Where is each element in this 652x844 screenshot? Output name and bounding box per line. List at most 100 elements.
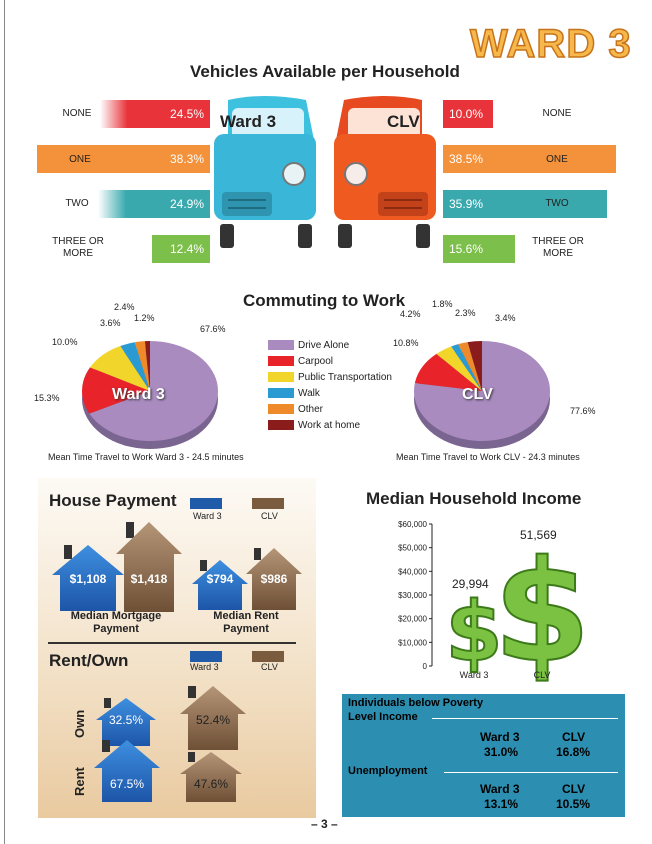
clv-rent-house-icon (246, 548, 302, 610)
clv-one-bar: 38.5% (443, 145, 616, 173)
ward3-transit-pct: 10.0% (52, 337, 78, 347)
ward3-mean-time: Mean Time Travel to Work Ward 3 - 24.5 m… (48, 452, 244, 462)
legend-swatch (268, 372, 294, 382)
pie-slice (134, 341, 150, 391)
ward3-one-value: 38.3% (169, 152, 204, 166)
vehicle-cat-one-left: ONE (69, 154, 91, 165)
clv-none-bar: 10.0% (443, 100, 493, 128)
ward3-rent-pct-value: 67.5% (109, 777, 145, 791)
unemployment-label: Unemployment (348, 765, 428, 777)
ward3-rent-house-icon (192, 560, 248, 610)
income-bar-dollar: $ (445, 585, 502, 680)
vehicle-cat-one-right: ONE (546, 154, 568, 165)
rent-caption: Median Rent Payment (213, 610, 279, 635)
ward3-one-bar: 38.3% (37, 145, 210, 173)
ward3-rent-value: $794 (206, 572, 234, 586)
house-payment-panel (38, 478, 316, 818)
vehicles-title: Vehicles Available per Household (190, 62, 460, 81)
clv-none-value: 10.0% (449, 107, 484, 121)
income-bar-dollar: $ (493, 531, 590, 682)
ward3-pie-label: Ward 3 (112, 386, 165, 403)
income-title: Median Household Income (366, 489, 582, 508)
clv-three-bar: 15.6% (443, 235, 515, 263)
y-tick-label: $10,000 (398, 638, 427, 647)
clv-car-icon (334, 96, 436, 248)
vehicle-cat-none-right: NONE (542, 108, 572, 119)
clv-income-value: 51,569 (520, 528, 557, 542)
pie-slice (467, 341, 482, 391)
legend-carpool: Carpool (268, 353, 392, 369)
key-ward3-label-2: Ward 3 (190, 662, 219, 672)
key-clv-label: CLV (261, 511, 278, 521)
clv-pie-label: CLV (462, 386, 493, 403)
key-clv-label-2: CLV (261, 662, 278, 672)
unemp-ward3-label: Ward 3 (480, 782, 520, 796)
clv-mean-time: Mean Time Travel to Work CLV - 24.3 minu… (396, 452, 580, 462)
unemp-ward3-value: 13.1% (484, 797, 519, 811)
poverty-ward3-label: Ward 3 (480, 730, 520, 744)
x-category-label: CLV (534, 670, 551, 680)
ward3-own-house-icon (96, 698, 156, 746)
ward3-two-value: 24.9% (169, 197, 204, 211)
y-tick-label: 0 (423, 662, 428, 671)
clv-own-value: 52.4% (195, 713, 231, 727)
ward3-carpool-pct: 15.3% (34, 393, 60, 403)
y-tick-label: $20,000 (398, 615, 427, 624)
ward3-mortgage-house-icon (52, 545, 124, 611)
legend-label: Walk (298, 387, 320, 399)
ward3-income-value: 29,994 (452, 577, 489, 591)
y-tick-label: $40,000 (398, 567, 427, 576)
legend-swatch (268, 356, 294, 366)
commuting-title: Commuting to Work (243, 291, 406, 310)
ward3-walk-pct: 3.6% (100, 318, 121, 328)
poverty-clv-label: CLV (562, 730, 586, 744)
clv-carpool-pct: 10.8% (393, 338, 419, 348)
ward3-car-icon (214, 96, 316, 248)
vehicle-cat-three-left: THREE OR MORE (52, 236, 104, 259)
clv-commute-pie (414, 341, 550, 449)
legend-swatch (268, 388, 294, 398)
pie-slice (82, 367, 150, 414)
income-chart: 0 $10,000 $20,000 $30,000 $40,000 $50,000 $60,… (398, 520, 592, 682)
unemp-clv-label: CLV (562, 782, 586, 796)
legend-label: Work at home (298, 419, 361, 431)
clv-two-value: 35.9% (449, 197, 484, 211)
legend-swatch (268, 420, 294, 430)
unemployment-rule (444, 772, 618, 773)
vehicle-cat-none-left: NONE (62, 108, 92, 119)
clv-car-label: CLV (387, 112, 420, 131)
clv-rent-pct-value: 47.6% (193, 777, 229, 791)
ward3-car-label: Ward 3 (220, 112, 277, 131)
ward3-rent-pct-house-icon (94, 740, 160, 802)
pie-slice (144, 341, 150, 391)
house-payment-title: House Payment (49, 491, 177, 510)
ward3-other-pct: 2.4% (114, 302, 135, 312)
ward-title: WARD 3 (469, 21, 632, 67)
x-category-label: Ward 3 (460, 670, 489, 680)
legend-other: Other (268, 401, 392, 417)
page-border (4, 0, 5, 844)
pie-slice (451, 344, 482, 391)
vehicle-cat-two-left: TWO (65, 198, 89, 209)
y-tick-label: $50,000 (398, 544, 427, 553)
ward3-home-pct: 1.2% (134, 313, 155, 323)
unemp-clv-value: 10.5% (556, 797, 591, 811)
ward3-three-value: 12.4% (169, 242, 204, 256)
poverty-ward3-value: 31.0% (484, 745, 519, 759)
clv-two-bar: 35.9% (443, 190, 607, 218)
poverty-heading-line1: Individuals below Poverty (348, 697, 484, 709)
pie-slice (120, 342, 150, 391)
key-ward3-swatch (190, 498, 222, 509)
clv-rent-pct-house-icon (180, 752, 242, 802)
vehicle-cat-three-right: THREE OR MORE (532, 236, 584, 259)
ward3-none-value: 24.5% (169, 107, 204, 121)
clv-drive-alone-pct: 77.6% (570, 406, 596, 416)
key-clv-swatch (252, 498, 284, 509)
mortgage-caption: Median Mortgage Payment (70, 610, 162, 635)
clv-own-house-icon (180, 686, 246, 750)
ward3-own-value: 32.5% (108, 713, 144, 727)
legend-label: Drive Alone (298, 339, 350, 351)
vehicle-cat-two-right: TWO (545, 198, 569, 209)
clv-mortgage-house-icon (116, 522, 182, 612)
ward3-drive-alone-pct: 67.6% (200, 324, 226, 334)
